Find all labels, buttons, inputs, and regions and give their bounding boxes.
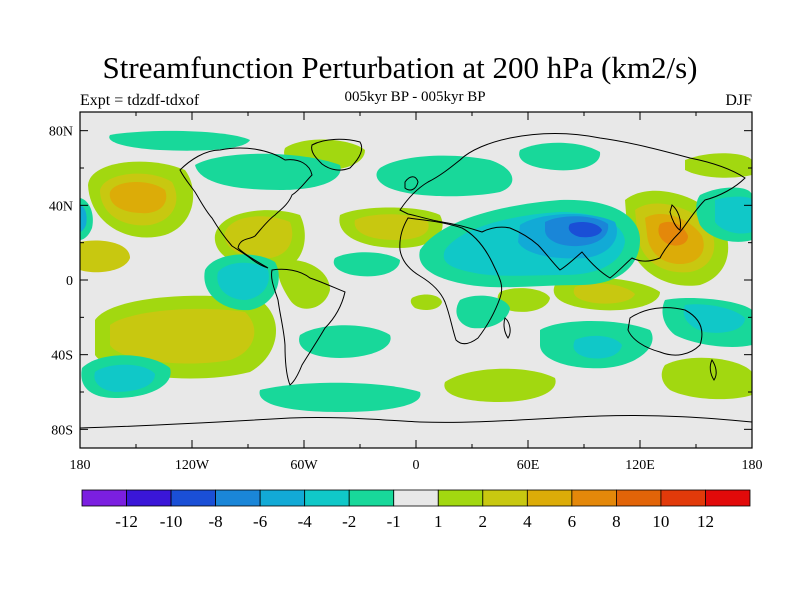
negative-anomalies xyxy=(80,130,752,412)
anomaly-indian-ocean xyxy=(497,288,550,312)
colorbar-swatch xyxy=(393,489,439,507)
anomaly-south-pacific-core xyxy=(110,308,255,364)
anomaly-e-pacific-low-core xyxy=(217,262,269,300)
coast-antarctica xyxy=(80,414,752,429)
colorbar-swatch xyxy=(660,489,706,507)
anomaly-n-pacific-low-core xyxy=(715,196,752,234)
colorbar-label: -2 xyxy=(342,512,356,531)
anomaly-atlantic-south xyxy=(410,294,442,310)
colorbar-label: 10 xyxy=(652,512,669,531)
colorbar-label: -10 xyxy=(160,512,183,531)
anomaly-s-africa-low xyxy=(456,295,510,329)
anomaly-maritime-core xyxy=(573,283,635,304)
lon-label: 60W xyxy=(290,458,318,473)
colorbar-swatch xyxy=(126,489,172,507)
coast-greenland xyxy=(311,138,363,171)
colorbar-swatch xyxy=(215,489,261,507)
colorbar-swatch xyxy=(526,489,573,507)
longitude-axis: 180 120W 60W 0 60E 120E 180 xyxy=(70,112,763,473)
lat-label: 80S xyxy=(51,423,73,438)
anomaly-greenland-low xyxy=(195,153,341,190)
coast-new-zealand xyxy=(709,359,717,381)
colorbar-label: 12 xyxy=(697,512,714,531)
colorbar-label: 1 xyxy=(434,512,443,531)
colorbar-label: -8 xyxy=(209,512,223,531)
lon-label: 120W xyxy=(175,458,210,473)
colorbar-label: -1 xyxy=(387,512,401,531)
colorbar-label: 4 xyxy=(523,512,532,531)
colorbar-swatch xyxy=(571,489,617,507)
anomaly-central-asia-low xyxy=(519,142,601,171)
anomaly-asia-low-core xyxy=(568,222,602,238)
colorbar-label: -12 xyxy=(115,512,138,531)
anomaly-ne-pacific-max xyxy=(109,181,167,214)
anomaly-s-pacific-low-core xyxy=(94,364,155,392)
coast-japan xyxy=(669,204,681,231)
lon-label: 180 xyxy=(70,458,91,473)
contour-fill-layer xyxy=(80,130,752,412)
anomaly-antarctic-low xyxy=(259,382,421,412)
coastline-layer xyxy=(80,133,752,429)
colorbar-label: 2 xyxy=(479,512,488,531)
lat-label: 40N xyxy=(49,199,73,214)
plot-title: Streamfunction Perturbation at 200 hPa (… xyxy=(102,50,698,85)
anomaly-europe-low xyxy=(376,155,513,197)
anomaly-sw-pacific-core xyxy=(683,304,745,333)
colorbar-swatch xyxy=(437,489,484,507)
colorbar-swatch xyxy=(259,489,306,507)
lon-label: 60E xyxy=(517,458,540,473)
colorbar-swatch xyxy=(81,489,127,507)
lat-label: 0 xyxy=(66,274,73,289)
anomaly-s-indian xyxy=(444,368,556,402)
coast-europe-asia xyxy=(399,133,746,279)
anomaly-tropical-atlantic-low xyxy=(333,252,400,277)
lon-label: 0 xyxy=(413,458,420,473)
colorbar-label: -6 xyxy=(253,512,267,531)
anomaly-aus-low-core xyxy=(573,335,622,359)
colorbar-label: -4 xyxy=(298,512,313,531)
colorbar-swatch xyxy=(482,489,528,507)
anomaly-s-pacific-east xyxy=(661,357,752,400)
coast-north-america xyxy=(179,147,313,269)
anomaly-arctic-low xyxy=(109,130,250,151)
latitude-axis: 80N 40N 0 40S 80S xyxy=(49,125,752,438)
anomaly-dateline-low-core xyxy=(80,205,87,232)
plot-subtitle: 005kyr BP - 005kyr BP xyxy=(344,89,486,105)
coast-uk xyxy=(404,176,419,191)
colorbar-swatch xyxy=(348,489,395,507)
colorbar-label: 6 xyxy=(568,512,577,531)
lat-label: 40S xyxy=(51,349,73,364)
colorbar-swatch xyxy=(170,489,216,507)
experiment-label: Expt = tdzdf-tdxof xyxy=(80,92,200,109)
anomaly-gulf-mexico-core xyxy=(224,216,293,259)
colorbar: -12 -10 -8 -6 -4 -2 -1 1 2 4 6 8 10 12 xyxy=(81,489,751,531)
lon-label: 120E xyxy=(625,458,655,473)
colorbar-swatch xyxy=(616,489,662,507)
coast-australia xyxy=(627,307,703,356)
anomaly-south-america xyxy=(278,260,330,309)
anomaly-central-pacific xyxy=(80,240,130,273)
season-label: DJF xyxy=(725,92,752,109)
colorbar-swatch xyxy=(705,489,751,507)
anomaly-n-atlantic-core xyxy=(354,214,429,240)
coast-africa xyxy=(399,217,503,345)
colorbar-label: 8 xyxy=(612,512,621,531)
lon-label: 180 xyxy=(742,458,763,473)
coast-madagascar xyxy=(503,317,511,339)
lat-label: 80N xyxy=(49,125,73,140)
coast-south-america xyxy=(271,268,346,386)
colorbar-swatch xyxy=(304,489,350,507)
